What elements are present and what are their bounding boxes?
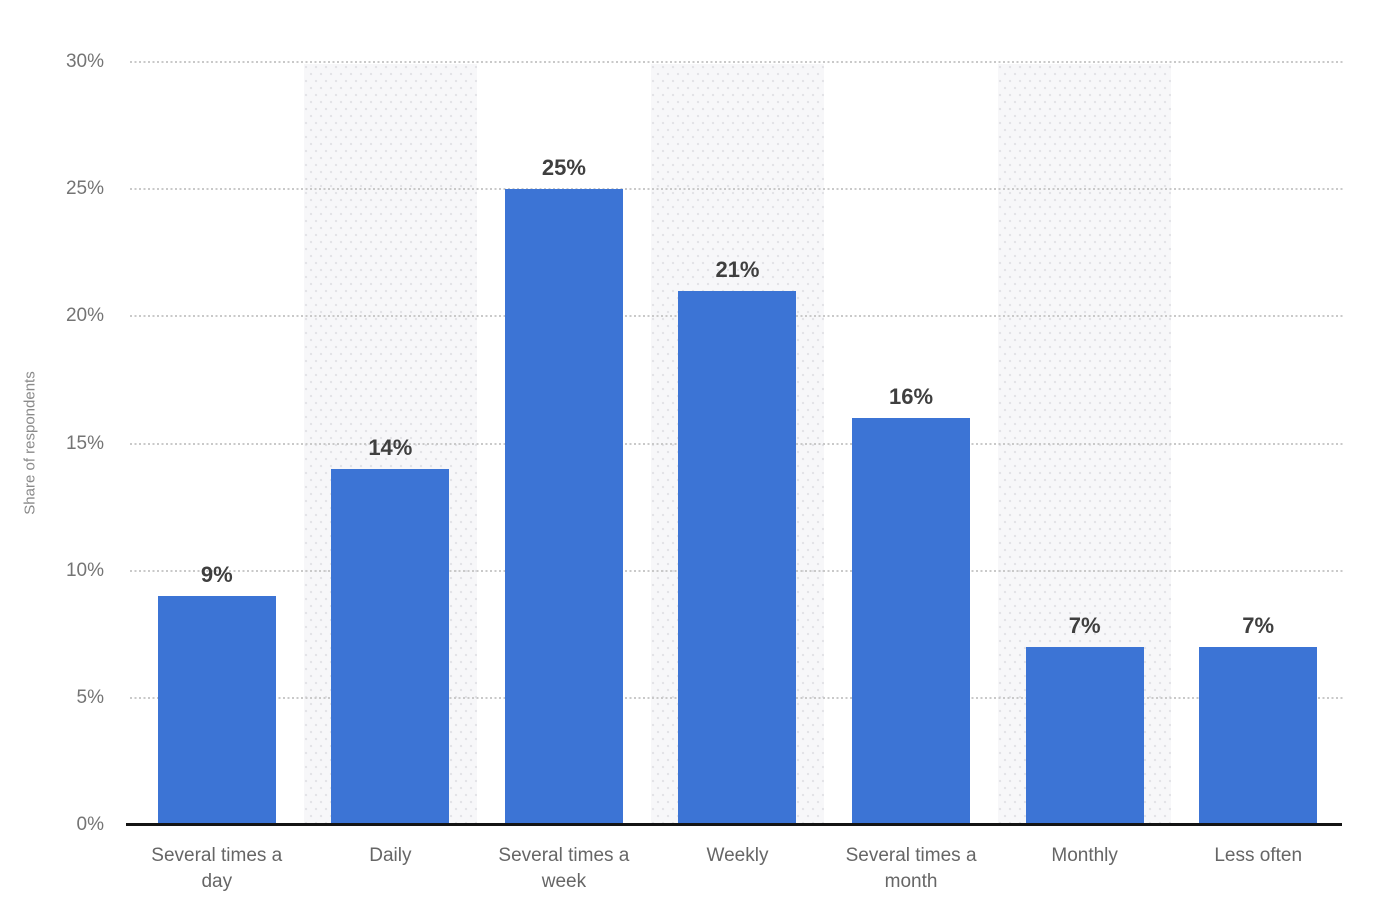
bar-column: 14% (304, 62, 478, 825)
bar-value-label: 14% (368, 434, 413, 460)
bar-value-label: 25% (541, 155, 586, 181)
x-tick-label: Several times a month (845, 845, 977, 892)
y-axis: 0% 5% 10% 15% 20% 25% 30% (0, 51, 104, 835)
gridline-25 (130, 188, 1345, 191)
y-tick-label: 5% (76, 686, 104, 708)
x-tick-label: Monthly (1051, 845, 1118, 866)
bar (157, 596, 276, 825)
x-tick-label: Daily (369, 845, 412, 866)
x-axis-labels: Several times a day Daily Several times a … (130, 843, 1345, 913)
bar (678, 290, 797, 825)
bar-column: 7% (1171, 62, 1345, 825)
y-tick-label: 0% (76, 814, 104, 835)
bar-column: 16% (824, 62, 998, 825)
x-tick-label: Several times a week (498, 845, 630, 892)
plot-area: 9% 14% 25% 21% 16% 7% 7% (130, 61, 1345, 825)
x-tick-label: Weekly (706, 845, 769, 866)
y-tick-label: 25% (65, 178, 104, 200)
bar (504, 189, 623, 825)
y-tick-label: 15% (65, 432, 104, 454)
bar-value-label: 7% (1068, 613, 1101, 638)
x-tick-label: Several times a day (151, 845, 283, 892)
bar (331, 468, 450, 825)
bar-value-label: 16% (889, 384, 934, 410)
bar-column: 9% (130, 62, 304, 825)
gridline-30 (130, 61, 1345, 63)
bar-value-label: 9% (200, 562, 233, 588)
y-tick-label: 30% (65, 51, 104, 72)
bar (1025, 647, 1144, 825)
bar-column: 7% (998, 62, 1172, 825)
bar-value-label: 7% (1242, 613, 1275, 638)
bar (852, 418, 971, 825)
bar-column: 21% (651, 62, 825, 825)
bar-column: 25% (477, 62, 651, 825)
bar-value-label: 21% (715, 256, 760, 282)
x-tick-label: Less often (1214, 845, 1303, 866)
y-tick-label: 20% (65, 305, 104, 327)
y-tick-label: 10% (65, 559, 104, 581)
bar (1199, 647, 1318, 825)
x-axis-baseline (126, 823, 1342, 826)
